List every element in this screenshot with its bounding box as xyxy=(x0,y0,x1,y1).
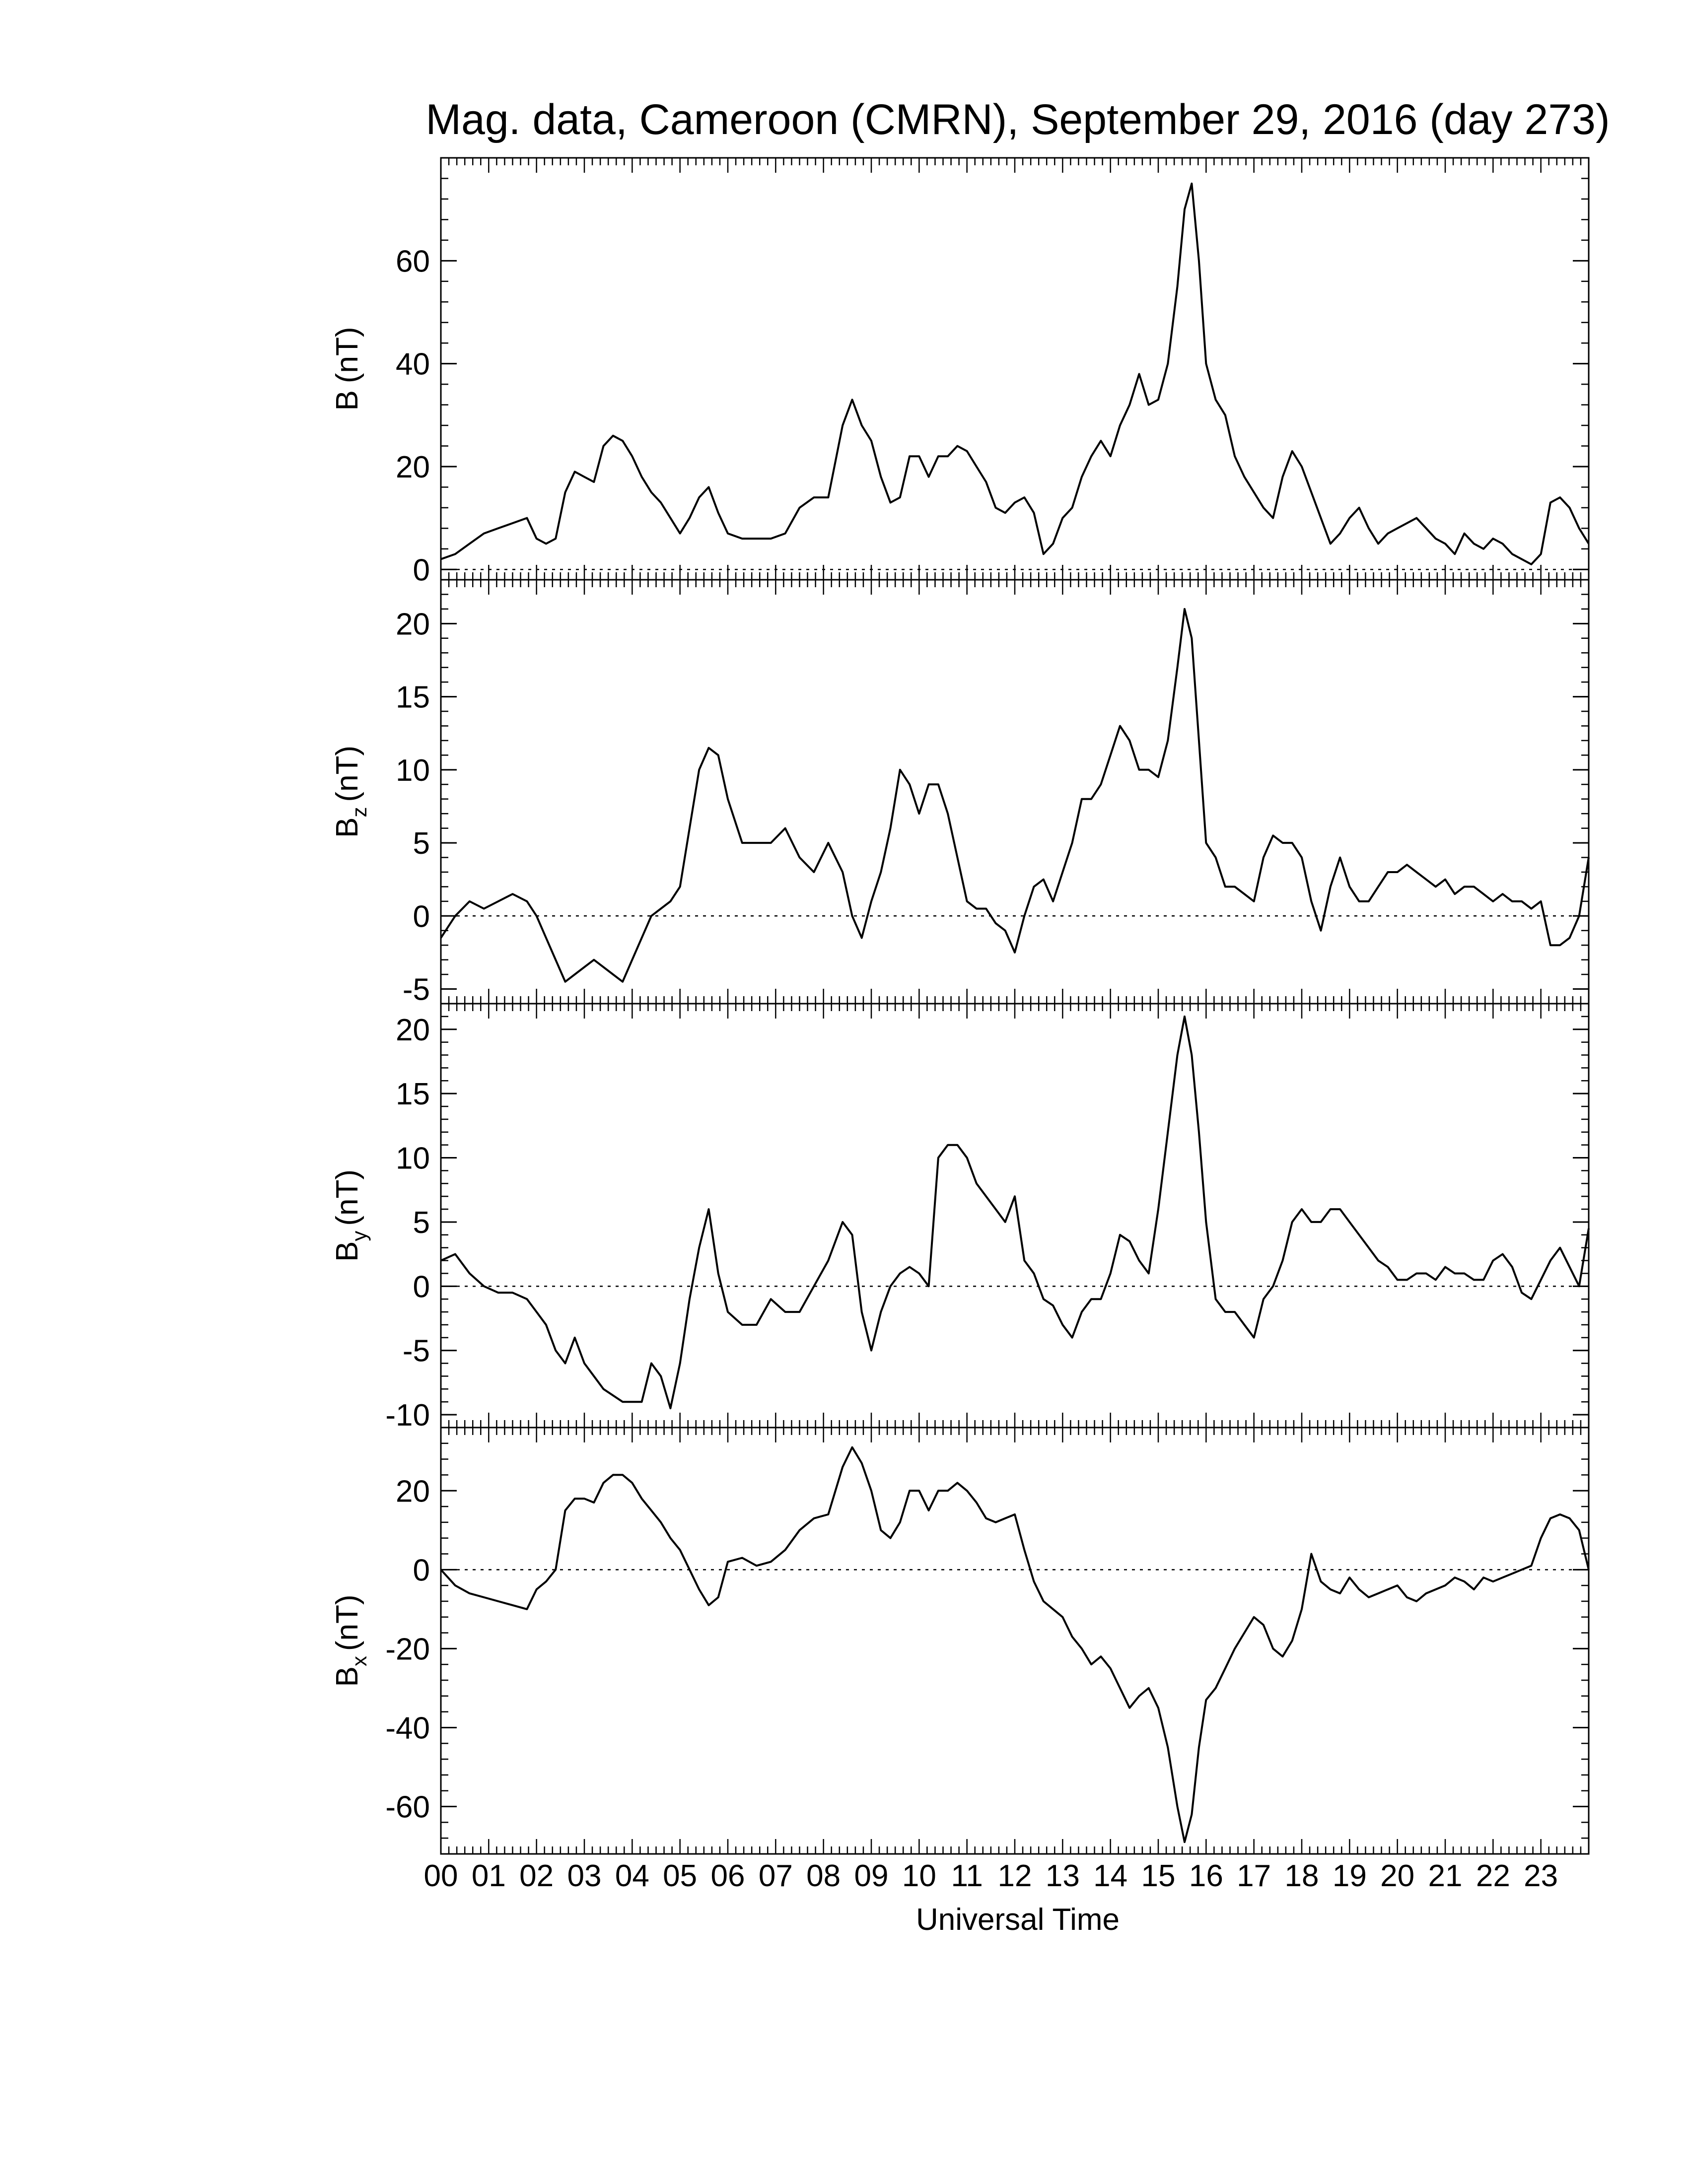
y-tick-label: -10 xyxy=(385,1398,430,1433)
y-tick-label: 20 xyxy=(396,1474,430,1508)
y-tick-label: 15 xyxy=(396,1077,430,1111)
x-tick-label: 15 xyxy=(1141,1859,1176,1893)
data-series-line-By xyxy=(440,1015,1590,1410)
y-axis-label-main: B xyxy=(330,818,364,838)
y-tick-label: 10 xyxy=(396,753,430,788)
data-series-line-Bx xyxy=(440,1446,1590,1843)
y-axis-label-main: B xyxy=(330,1666,364,1687)
y-tick-label: 20 xyxy=(396,1013,430,1047)
y-tick-label: -5 xyxy=(403,973,430,1007)
y-axis-label-unit: (nT) xyxy=(330,1594,364,1651)
y-tick-label: 0 xyxy=(413,1553,430,1587)
x-tick-label: 11 xyxy=(951,1859,983,1893)
y-axis-label-unit: (nT) xyxy=(330,746,364,802)
x-tick-label: 10 xyxy=(902,1859,936,1893)
y-axis-label-B: B (nT) xyxy=(330,327,364,410)
y-tick-label: 40 xyxy=(396,347,430,382)
x-tick-label: 20 xyxy=(1380,1859,1414,1893)
x-tick-label: 19 xyxy=(1333,1859,1367,1893)
x-tick-label: 05 xyxy=(663,1859,697,1893)
x-tick-label: 02 xyxy=(519,1859,554,1893)
x-tick-label: 04 xyxy=(615,1859,649,1893)
figure-title: Mag. data, Cameroon (CMRN), September 29… xyxy=(425,96,1610,143)
x-tick-label: 18 xyxy=(1285,1859,1319,1893)
x-tick-label: 06 xyxy=(711,1859,745,1893)
y-tick-label: 20 xyxy=(396,607,430,641)
panel-By: -10 -5 0 5 10 15 20 By (nT) xyxy=(330,1003,1590,1433)
x-tick-label: 03 xyxy=(567,1859,602,1893)
data-series-line-Bz xyxy=(440,608,1590,983)
y-tick-label: 60 xyxy=(396,244,430,278)
y-tick-label: 10 xyxy=(396,1142,430,1176)
y-axis-label-By: By (nT) xyxy=(330,1169,371,1262)
x-tick-label: 12 xyxy=(998,1859,1032,1893)
y-axis-label-subscript: y xyxy=(348,1231,371,1241)
y-tick-label: 5 xyxy=(413,1206,430,1240)
y-axis-label-subscript: z xyxy=(348,807,371,818)
y-tick-label: -40 xyxy=(385,1711,430,1745)
x-tick-label: 17 xyxy=(1237,1859,1271,1893)
x-tick-label: 00 xyxy=(424,1859,458,1893)
y-axis-label-main: B xyxy=(330,1241,364,1262)
x-tick-label: 08 xyxy=(806,1859,841,1893)
panel-B: 0 20 40 60 B (nT) xyxy=(330,157,1590,587)
y-tick-label: -20 xyxy=(385,1632,430,1666)
x-tick-label: 07 xyxy=(759,1859,793,1893)
y-tick-label: 15 xyxy=(396,681,430,715)
y-tick-label: -60 xyxy=(385,1790,430,1825)
y-axis-label-Bx: Bx (nT) xyxy=(330,1594,371,1687)
y-tick-label: 5 xyxy=(413,826,430,861)
y-tick-label: -5 xyxy=(403,1334,430,1368)
x-tick-label: 01 xyxy=(472,1859,506,1893)
y-axis-label-unit: (nT) xyxy=(330,327,364,383)
y-tick-label: 0 xyxy=(413,553,430,587)
x-tick-label: 22 xyxy=(1476,1859,1510,1893)
x-tick-label: 21 xyxy=(1428,1859,1463,1893)
y-axis-label-main: B xyxy=(330,390,364,410)
x-axis-label: Universal Time xyxy=(916,1903,1120,1937)
y-axis-label-subscript: x xyxy=(348,1656,371,1666)
y-axis-label-Bz: Bz (nT) xyxy=(330,746,371,838)
x-tick-label: 16 xyxy=(1189,1859,1223,1893)
x-tick-label: 23 xyxy=(1524,1859,1558,1893)
data-series-line-B xyxy=(440,182,1590,565)
y-tick-label: 20 xyxy=(396,450,430,484)
y-axis-label-unit: (nT) xyxy=(330,1169,364,1226)
y-tick-label: 0 xyxy=(413,899,430,934)
panel-Bx: -60 -40 -20 0 20 Bx (nT) xyxy=(330,1427,1590,1855)
y-tick-label: 0 xyxy=(413,1270,430,1304)
panel-Bz: -5 0 5 10 15 20 Bz (nT) xyxy=(330,579,1590,1007)
x-tick-label: 13 xyxy=(1046,1859,1080,1893)
x-tick-label: 14 xyxy=(1093,1859,1127,1893)
x-tick-labels: 00 01 02 03 04 05 06 07 08 09 10 11 12 13 14 15 16 17 18 19… xyxy=(424,1859,1558,1893)
chart-panels: 0 20 40 60 B (nT) -5 0 5 10 15 20 Bz (nT) -10 -5 0 5 10 15 2… xyxy=(330,157,1590,1855)
x-tick-label: 09 xyxy=(854,1859,889,1893)
